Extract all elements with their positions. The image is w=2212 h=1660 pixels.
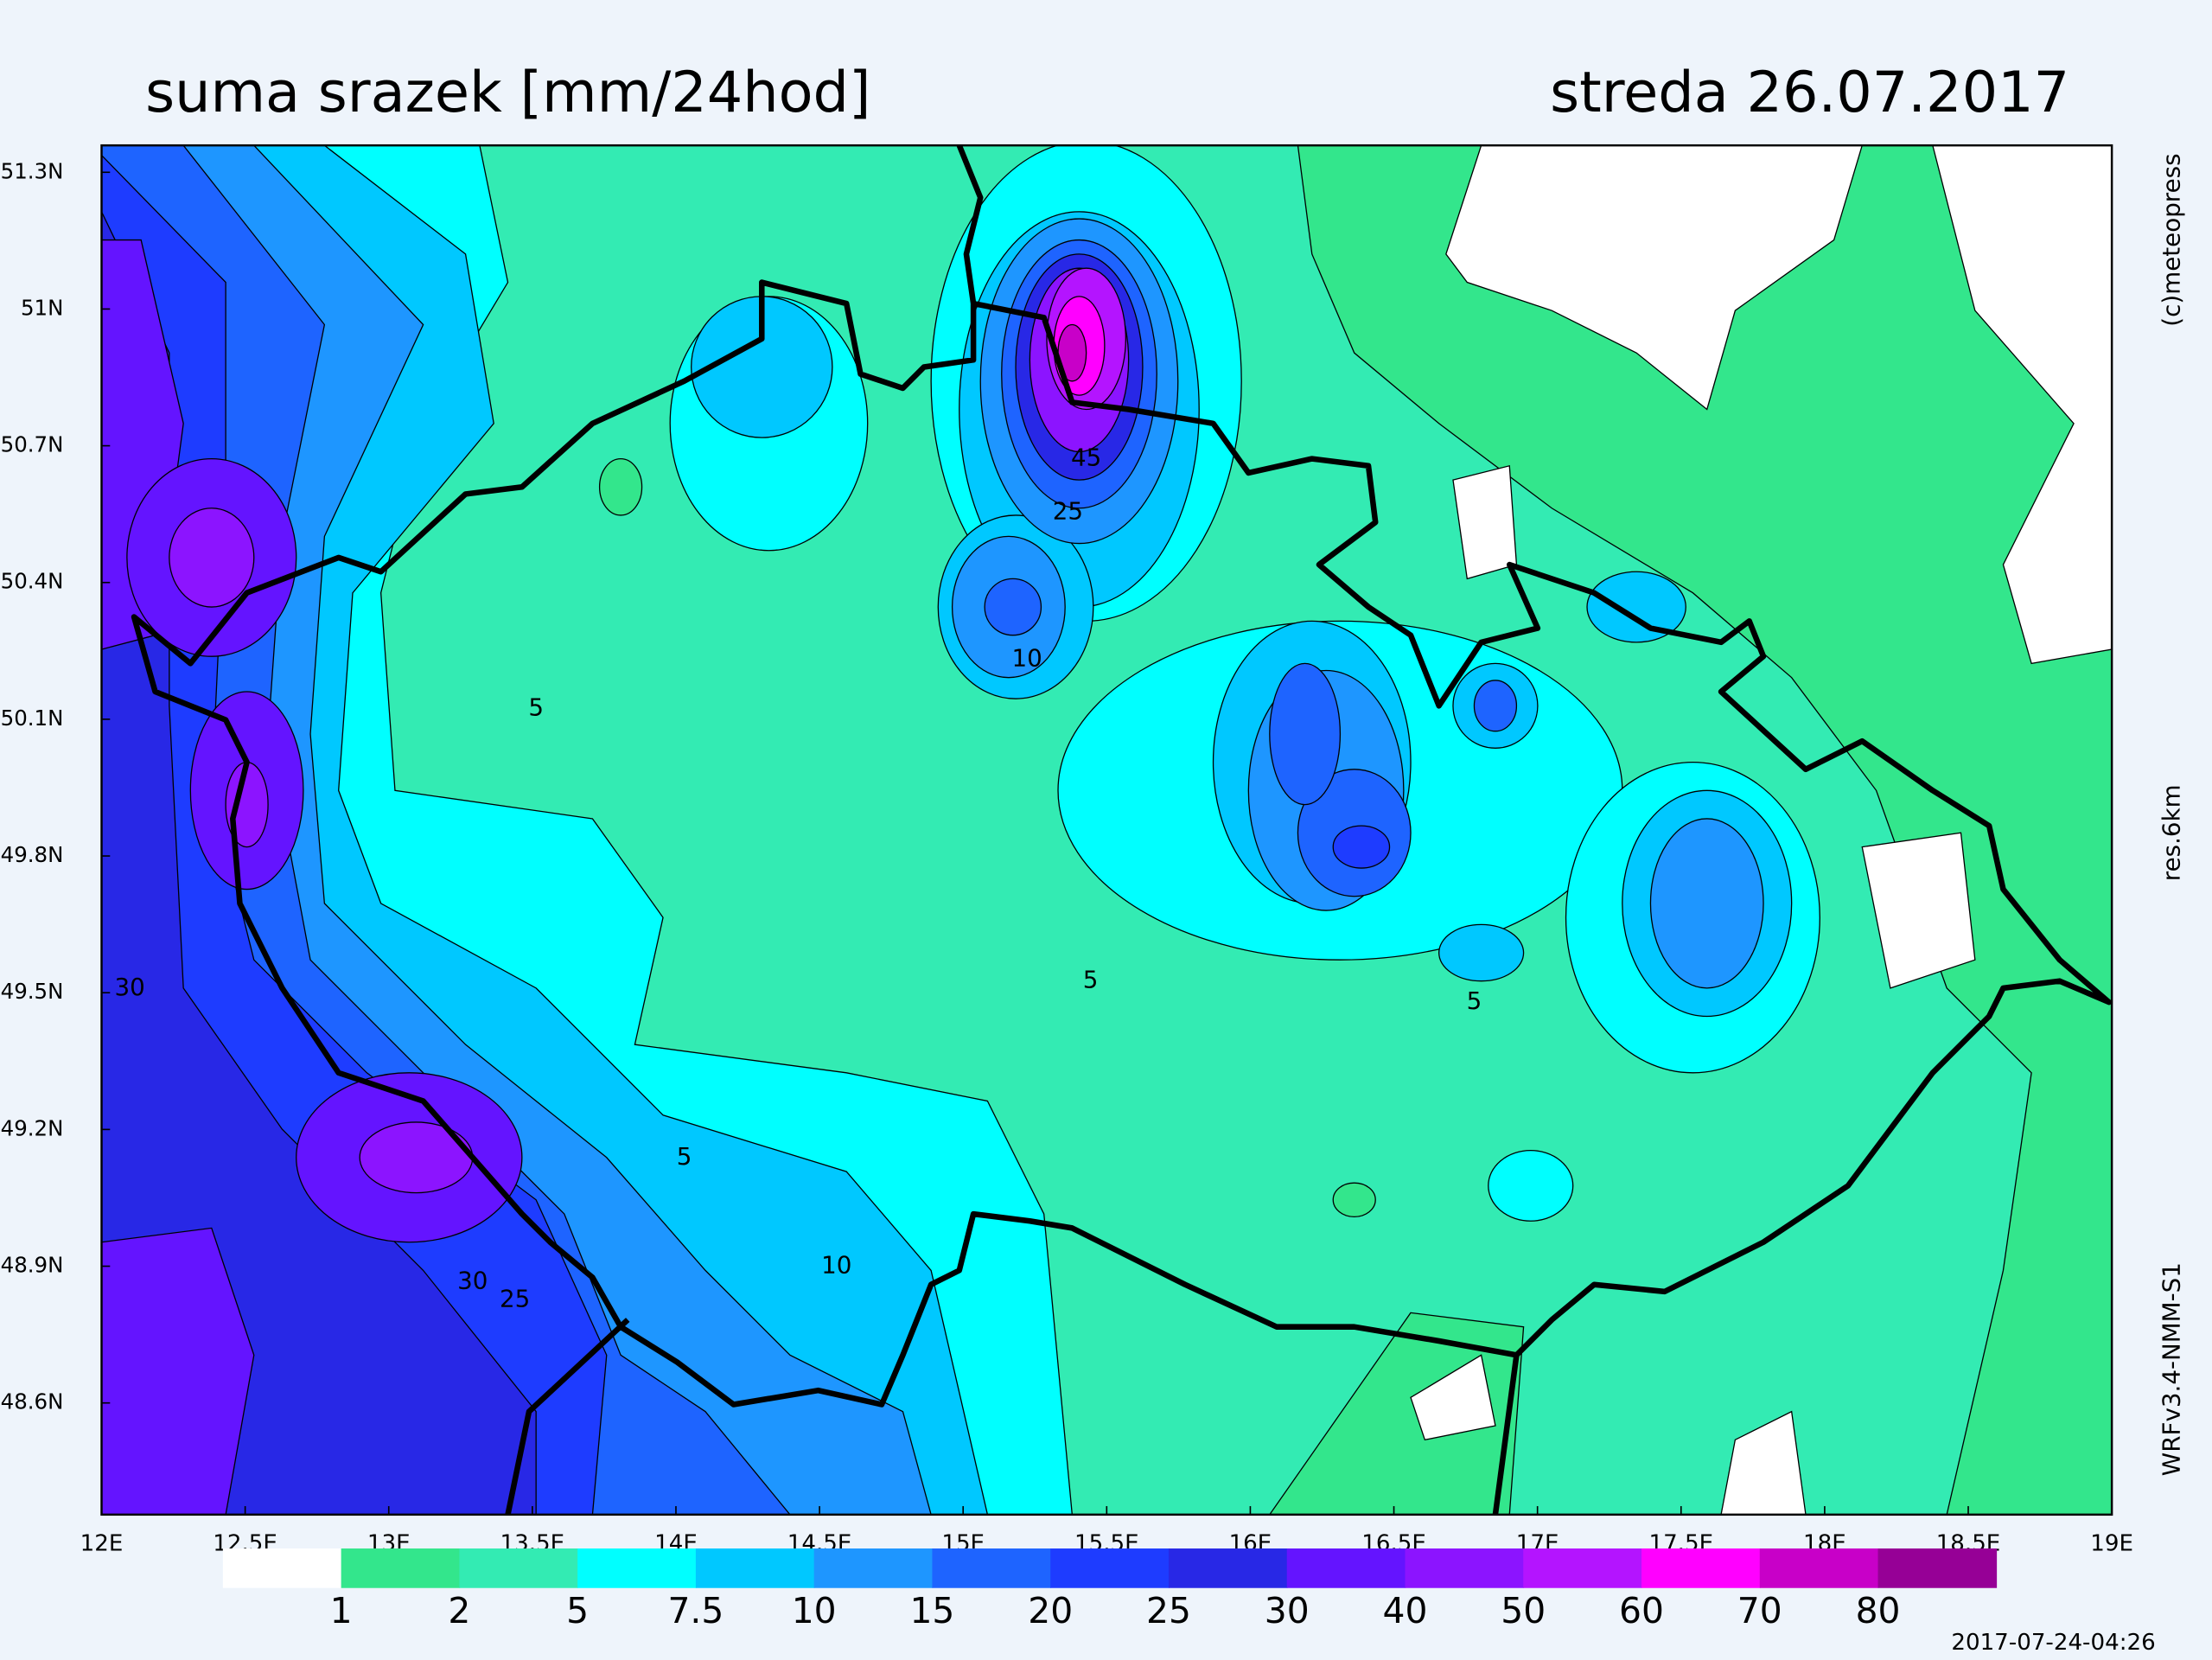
legend-swatch bbox=[341, 1548, 461, 1588]
contour-label: 10 bbox=[1011, 643, 1042, 672]
legend-label: 20 bbox=[1028, 1590, 1073, 1631]
y-tick-label: 51N bbox=[21, 295, 63, 320]
precip-cell bbox=[598, 457, 643, 516]
legend-label: 60 bbox=[1619, 1590, 1664, 1631]
legend-label: 15 bbox=[909, 1590, 954, 1631]
legend-label: 5 bbox=[566, 1590, 589, 1631]
x-tick-label: 19E bbox=[2090, 1531, 2133, 1557]
map-title: suma srazek [mm/24hod] bbox=[145, 60, 870, 125]
country-border bbox=[131, 145, 2113, 1515]
y-tick-label: 49.8N bbox=[1, 842, 64, 867]
y-tick-label: 48.9N bbox=[1, 1253, 64, 1278]
y-tick-label: 51.3N bbox=[1, 158, 64, 183]
legend-label: 25 bbox=[1146, 1590, 1191, 1631]
precip-area bbox=[1720, 1410, 1807, 1515]
precip-area bbox=[1297, 145, 2113, 1515]
precip-cell bbox=[359, 1121, 474, 1194]
legend-label: 7.5 bbox=[667, 1590, 724, 1631]
precip-area bbox=[1861, 832, 1976, 989]
legend-label: 40 bbox=[1383, 1590, 1428, 1631]
contour-label: 5 bbox=[1083, 966, 1099, 994]
legend-label: 30 bbox=[1265, 1590, 1310, 1631]
map-date: streda 26.07.2017 bbox=[1550, 60, 2069, 125]
precip-cell bbox=[1332, 1182, 1376, 1217]
y-tick-label: 48.6N bbox=[1, 1389, 64, 1414]
side-note: WRFv3.4-NMM-S1 bbox=[2157, 1262, 2185, 1476]
contour-label: 5 bbox=[1467, 986, 1482, 1015]
legend-label: 2 bbox=[448, 1590, 470, 1631]
precip-area bbox=[1269, 1312, 1525, 1515]
precip-area bbox=[101, 1227, 255, 1515]
legend-label: 50 bbox=[1501, 1590, 1546, 1631]
y-tick-label: 50.4N bbox=[1, 569, 64, 594]
legend-swatch bbox=[1759, 1548, 1879, 1588]
legend-swatch bbox=[932, 1548, 1052, 1588]
contour-label: 10 bbox=[821, 1250, 851, 1279]
legend-swatch bbox=[1877, 1548, 1998, 1588]
legend-swatch bbox=[1523, 1548, 1642, 1588]
contour-label: 25 bbox=[1053, 497, 1083, 526]
plot-area bbox=[101, 145, 2113, 1515]
contour-label: 30 bbox=[115, 973, 145, 1001]
legend-swatch bbox=[222, 1548, 342, 1588]
legend-swatch bbox=[695, 1548, 815, 1588]
y-tick-label: 50.1N bbox=[1, 706, 64, 731]
precip-cell bbox=[169, 508, 255, 608]
x-tick-label: 12E bbox=[80, 1531, 124, 1557]
legend-label: 10 bbox=[792, 1590, 837, 1631]
contour-label: 25 bbox=[500, 1285, 530, 1313]
legend-swatch bbox=[1168, 1548, 1288, 1588]
legend-label: 1 bbox=[330, 1590, 353, 1631]
legend-swatch bbox=[577, 1548, 697, 1588]
precip-area bbox=[1445, 145, 1863, 411]
y-tick-label: 49.2N bbox=[1, 1115, 64, 1140]
precip-area bbox=[1410, 1354, 1496, 1441]
y-tick-label: 49.5N bbox=[1, 979, 64, 1004]
precip-cell bbox=[984, 578, 1042, 636]
precip-cell bbox=[1269, 662, 1342, 806]
legend-swatch bbox=[459, 1548, 578, 1588]
legend-label: 70 bbox=[1737, 1590, 1782, 1631]
contour-label: 5 bbox=[528, 693, 544, 722]
contour-label: 30 bbox=[457, 1266, 488, 1294]
precip-cell bbox=[1332, 825, 1391, 869]
legend-label: 80 bbox=[1856, 1590, 1901, 1631]
legend-swatch bbox=[1286, 1548, 1406, 1588]
legend-swatch bbox=[813, 1548, 934, 1588]
precip-cell bbox=[1649, 818, 1764, 989]
precip-cell bbox=[1438, 923, 1525, 982]
legend-swatch bbox=[1405, 1548, 1525, 1588]
precip-area bbox=[1932, 145, 2113, 665]
legend-swatch bbox=[1050, 1548, 1170, 1588]
timestamp: 2017-07-24-04:26 bbox=[1951, 1630, 2155, 1656]
contour-label: 45 bbox=[1071, 444, 1101, 472]
precip-cell bbox=[1488, 1149, 1574, 1222]
side-note: res.6km bbox=[2157, 784, 2185, 881]
precip-cell bbox=[1473, 680, 1518, 732]
legend-swatch bbox=[1641, 1548, 1761, 1588]
side-note: (c)meteopress bbox=[2157, 153, 2185, 326]
precip-cell bbox=[1586, 571, 1686, 643]
contour-label: 5 bbox=[677, 1142, 692, 1171]
y-tick-label: 50.7N bbox=[1, 432, 64, 457]
